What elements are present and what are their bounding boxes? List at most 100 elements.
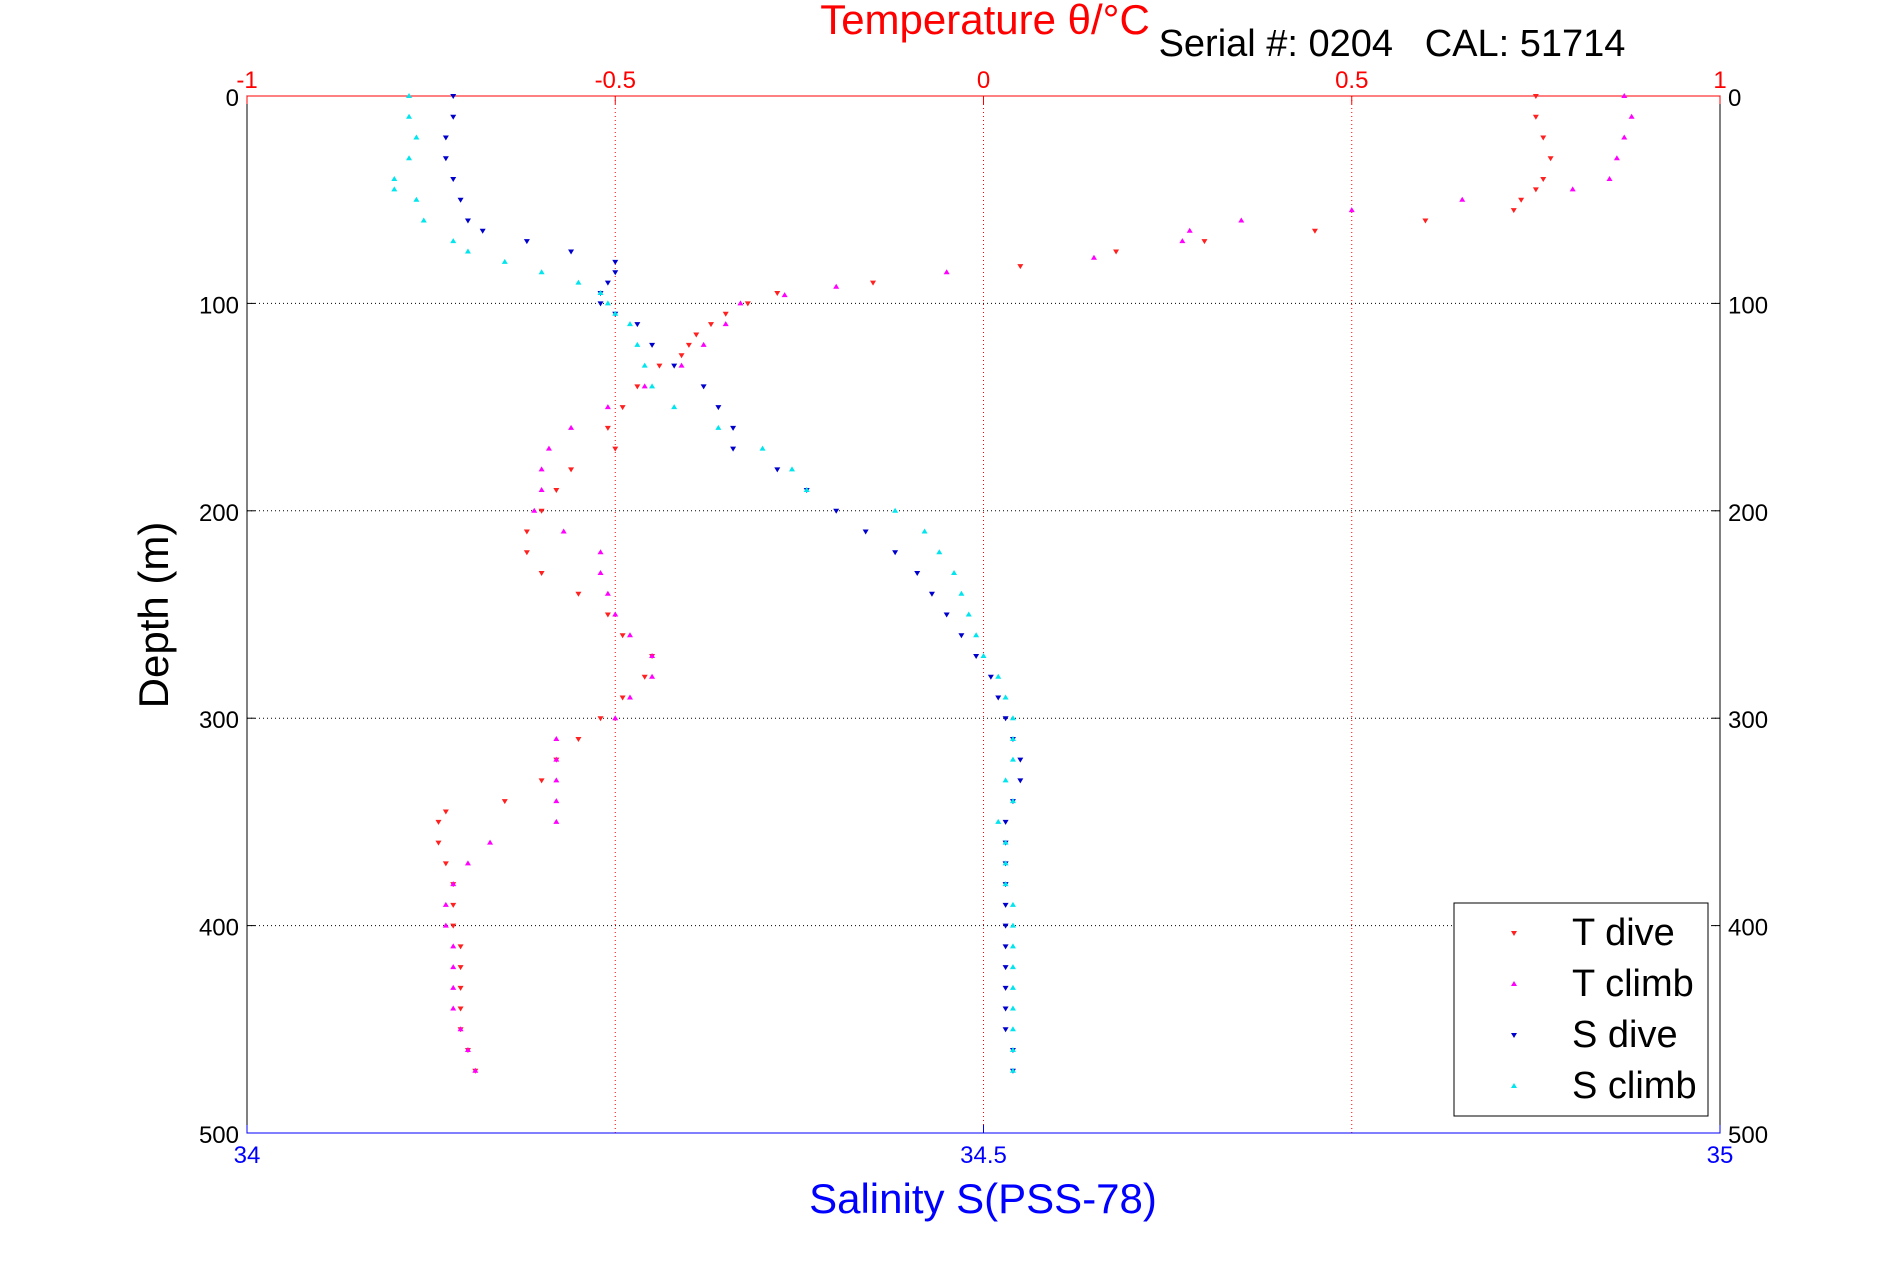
s-climb-point <box>892 507 899 513</box>
t-climb-point <box>626 694 633 700</box>
s-dive-point <box>1002 819 1009 825</box>
top-tick-label: -1 <box>236 67 257 94</box>
s-climb-point <box>958 590 965 596</box>
s-climb-point <box>1009 735 1016 741</box>
s-dive-point <box>479 228 486 234</box>
t-dive-point <box>597 716 604 722</box>
s-dive-point <box>730 425 737 431</box>
t-dive-point <box>774 291 781 297</box>
t-climb-point <box>553 777 560 783</box>
s-dive-point <box>973 653 980 659</box>
s-dive-point <box>442 156 449 162</box>
t-climb-point <box>722 321 729 327</box>
t-climb-point <box>553 756 560 762</box>
t-dive-point <box>1113 249 1120 255</box>
y-tick-label-left: 400 <box>199 915 239 942</box>
t-climb-point <box>553 818 560 824</box>
t-dive-point <box>656 363 663 369</box>
t-climb-point <box>943 269 950 275</box>
s-climb-point <box>501 258 508 264</box>
legend: T dive T climb S dive S climb <box>1453 902 1709 1117</box>
t-climb-point <box>545 445 552 451</box>
s-climb-point <box>464 248 471 254</box>
s-climb-point <box>1009 901 1016 907</box>
top-tick-label: 1 <box>1713 67 1726 94</box>
s-dive-point <box>958 633 965 639</box>
t-climb-point <box>1090 254 1097 260</box>
s-climb-point <box>995 818 1002 824</box>
t-climb-point <box>649 673 656 679</box>
bottom-tick-label: 34.5 <box>960 1142 1007 1169</box>
t-dive-point <box>575 736 582 742</box>
t-dive-point <box>435 840 442 846</box>
t-climb-point <box>833 283 840 289</box>
s-dive-point <box>730 446 737 452</box>
s-dive-point <box>1002 944 1009 950</box>
t-climb-point <box>1459 196 1466 202</box>
s-dive-point <box>892 550 899 556</box>
s-dive-point <box>1002 1027 1009 1033</box>
s-climb-point <box>965 611 972 617</box>
t-dive-point <box>1017 264 1024 270</box>
t-dive-point <box>1201 239 1208 245</box>
grid-layer <box>247 96 1720 1133</box>
y-tick-label-left: 100 <box>199 292 239 319</box>
s-climb-point <box>1009 1005 1016 1011</box>
t-climb-point <box>464 1047 471 1053</box>
s-dive-point <box>928 591 935 597</box>
s-dive-point <box>597 301 604 307</box>
legend-marker <box>1511 1033 1517 1038</box>
t-dive-point <box>604 612 611 618</box>
t-dive-point <box>1422 218 1429 224</box>
t-climb-point <box>1179 238 1186 244</box>
s-climb-point <box>980 652 987 658</box>
s-climb-point <box>759 445 766 451</box>
s-dive-point <box>1002 716 1009 722</box>
s-climb-point <box>597 290 604 296</box>
t-dive-point <box>685 342 692 348</box>
s-dive-point <box>649 342 656 348</box>
s-dive-point <box>1002 965 1009 971</box>
t-dive-point <box>634 384 641 390</box>
s-dive-point <box>450 94 457 99</box>
y-axis-label: Depth (m) <box>130 522 177 709</box>
t-climb-point <box>538 487 545 493</box>
t-climb-point <box>1348 207 1355 213</box>
t-dive-point <box>523 550 530 556</box>
t-dive-point <box>575 591 582 597</box>
t-dive-point <box>612 446 619 452</box>
y-tick-label-right: 500 <box>1728 1122 1768 1149</box>
s-dive-point <box>612 270 619 276</box>
s-dive-point <box>671 363 678 369</box>
t-dive-point <box>722 311 729 317</box>
s-dive-point <box>833 508 840 514</box>
t-climb-point <box>612 715 619 721</box>
s-dive-point <box>1002 1006 1009 1012</box>
s-climb-point <box>450 238 457 244</box>
s-dive-point <box>943 612 950 618</box>
s-climb-point <box>671 404 678 410</box>
t-dive-point <box>1532 187 1539 193</box>
t-dive-point <box>619 405 626 411</box>
t-dive-point <box>1532 94 1539 99</box>
t-dive-point <box>870 280 877 286</box>
t-dive-point <box>619 633 626 639</box>
t-dive-point <box>442 861 449 867</box>
t-climb-point <box>641 383 648 389</box>
s-dive-point <box>1017 757 1024 763</box>
t-dive-point <box>1547 156 1554 162</box>
t-dive-point <box>1540 135 1547 141</box>
s-climb-point <box>1009 1067 1016 1073</box>
chart-title: Temperature θ/°C <box>820 0 1150 43</box>
y-tick-label-left: 300 <box>199 707 239 734</box>
t-climb-point <box>604 590 611 596</box>
s-climb-point <box>1002 777 1009 783</box>
t-climb-point <box>464 860 471 866</box>
t-climb-point <box>1613 155 1620 161</box>
legend-label: S dive <box>1572 1014 1678 1056</box>
s-climb-point <box>634 341 641 347</box>
t-climb-point <box>1569 186 1576 192</box>
t-climb-point <box>604 404 611 410</box>
t-dive-point <box>553 488 560 494</box>
